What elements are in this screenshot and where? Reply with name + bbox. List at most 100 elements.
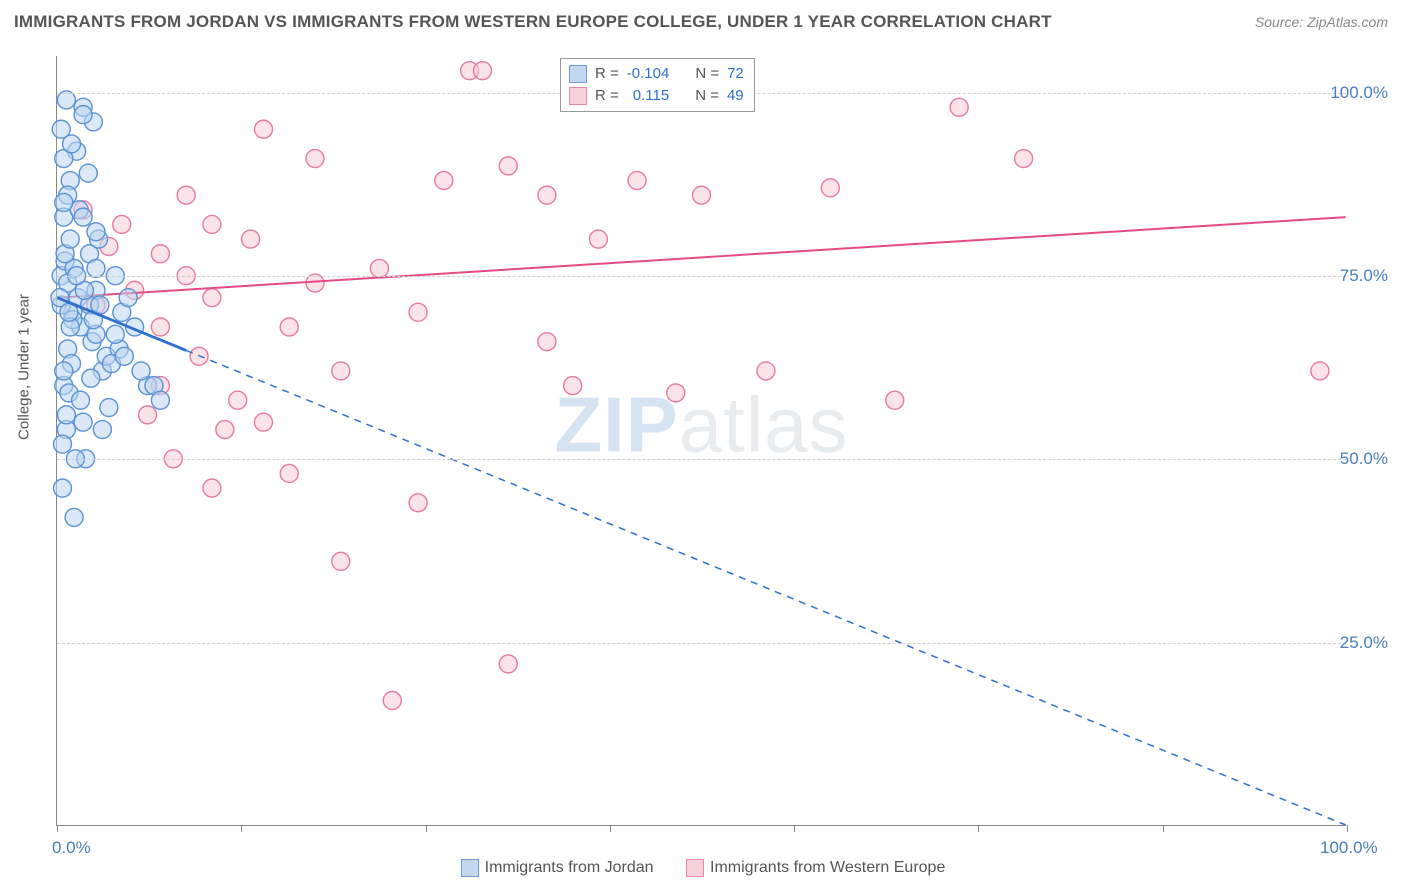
y-tick-label: 100.0% [1330, 83, 1388, 103]
r-value-jordan: -0.104 [627, 63, 670, 85]
data-point [151, 318, 169, 336]
data-point [564, 377, 582, 395]
data-point [119, 289, 137, 307]
legend-series: Immigrants from Jordan Immigrants from W… [0, 859, 1406, 882]
data-point [499, 157, 517, 175]
legend-label-we: Immigrants from Western Europe [710, 859, 945, 877]
data-point [1015, 150, 1033, 168]
n-value-jordan: 72 [727, 63, 744, 85]
r-label: R = [595, 85, 619, 107]
x-tick [1163, 825, 1164, 832]
data-point [65, 508, 83, 526]
legend-label-jordan: Immigrants from Jordan [485, 859, 654, 877]
data-point [151, 245, 169, 263]
data-point [628, 172, 646, 190]
data-point [106, 325, 124, 343]
trend-line-dashed [186, 350, 1345, 825]
data-point [473, 62, 491, 80]
data-point [1311, 362, 1329, 380]
swatch-we-icon [686, 859, 704, 877]
gridline [57, 643, 1346, 644]
data-point [61, 230, 79, 248]
trend-line [57, 217, 1345, 298]
y-tick-label: 75.0% [1340, 266, 1388, 286]
data-point [113, 215, 131, 233]
y-axis-label: College, Under 1 year [16, 294, 33, 440]
data-point [57, 406, 75, 424]
source-attribution: Source: ZipAtlas.com [1255, 14, 1388, 30]
data-point [216, 421, 234, 439]
data-point [280, 318, 298, 336]
n-label: N = [695, 63, 719, 85]
r-value-we: 0.115 [633, 85, 669, 107]
data-point [254, 120, 272, 138]
data-point [757, 362, 775, 380]
n-value-we: 49 [727, 85, 744, 107]
data-point [55, 193, 73, 211]
chart-title: IMMIGRANTS FROM JORDAN VS IMMIGRANTS FRO… [14, 12, 1052, 32]
data-point [538, 186, 556, 204]
data-point [370, 259, 388, 277]
data-point [229, 391, 247, 409]
data-point [54, 479, 72, 497]
data-point [74, 208, 92, 226]
legend-item-jordan: Immigrants from Jordan [461, 859, 654, 877]
data-point [950, 98, 968, 116]
x-tick-label: 100.0% [1320, 838, 1378, 858]
correlation-chart: IMMIGRANTS FROM JORDAN VS IMMIGRANTS FRO… [0, 0, 1406, 892]
x-tick [610, 825, 611, 832]
data-point [93, 421, 111, 439]
data-point [87, 223, 105, 241]
data-point [203, 479, 221, 497]
data-point [667, 384, 685, 402]
data-point [499, 655, 517, 673]
data-point [72, 391, 90, 409]
plot-svg [57, 56, 1346, 825]
data-point [693, 186, 711, 204]
legend-stats-row-jordan: R = -0.104 N = 72 [569, 63, 744, 85]
y-tick-label: 25.0% [1340, 633, 1388, 653]
x-tick [57, 825, 58, 832]
data-point [177, 186, 195, 204]
data-point [409, 303, 427, 321]
plot-area: ZIPatlas [56, 56, 1346, 826]
data-point [82, 369, 100, 387]
x-tick [426, 825, 427, 832]
swatch-we-icon [569, 87, 587, 105]
data-point [821, 179, 839, 197]
data-point [242, 230, 260, 248]
data-point [254, 413, 272, 431]
x-tick [1347, 825, 1348, 832]
data-point [332, 552, 350, 570]
legend-item-we: Immigrants from Western Europe [686, 859, 945, 877]
data-point [886, 391, 904, 409]
data-point [203, 289, 221, 307]
legend-stats: R = -0.104 N = 72 R = 0.115 N = 49 [560, 58, 755, 112]
legend-stats-row-we: R = 0.115 N = 49 [569, 85, 744, 107]
x-tick [978, 825, 979, 832]
data-point [139, 406, 157, 424]
r-label: R = [595, 63, 619, 85]
gridline [57, 459, 1346, 460]
data-point [538, 333, 556, 351]
data-point [203, 215, 221, 233]
data-point [74, 106, 92, 124]
data-point [55, 362, 73, 380]
data-point [115, 347, 133, 365]
data-point [151, 391, 169, 409]
x-tick [241, 825, 242, 832]
data-point [132, 362, 150, 380]
data-point [409, 494, 427, 512]
data-point [87, 259, 105, 277]
x-tick-label: 0.0% [52, 838, 91, 858]
data-point [100, 399, 118, 417]
gridline [57, 276, 1346, 277]
swatch-jordan-icon [569, 65, 587, 83]
data-point [589, 230, 607, 248]
data-point [54, 435, 72, 453]
data-point [74, 413, 92, 431]
data-point [383, 692, 401, 710]
data-point [52, 120, 70, 138]
swatch-jordan-icon [461, 859, 479, 877]
y-tick-label: 50.0% [1340, 449, 1388, 469]
